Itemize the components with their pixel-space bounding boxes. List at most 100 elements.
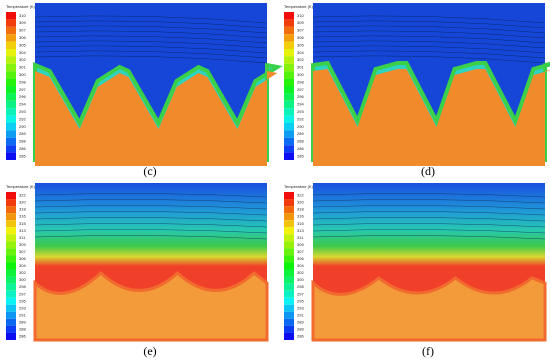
colorbar-swatch <box>6 199 16 207</box>
colorbar-swatch <box>284 332 294 340</box>
colorbar-swatch <box>6 283 16 291</box>
colorbar-label: 295 <box>19 298 26 303</box>
colorbar-label: 290 <box>19 124 26 129</box>
colorbar-swatch <box>6 145 16 153</box>
colorbar-label: 289 <box>297 319 304 324</box>
panel-caption: (c) <box>143 164 156 178</box>
streamline <box>34 217 268 222</box>
colorbar-label: 285 <box>297 153 304 158</box>
colorbar-label: 313 <box>297 228 304 233</box>
colorbar-label: 288 <box>297 326 304 331</box>
colorbar-swatch <box>284 78 294 86</box>
streamline <box>34 211 268 216</box>
colorbar-swatch <box>6 26 16 35</box>
colorbar-swatch <box>284 86 294 94</box>
streamline <box>34 199 268 204</box>
colorbar-label: 300 <box>297 72 304 77</box>
colorbar-label: 286 <box>297 334 304 339</box>
colorbar-label: 296 <box>19 94 26 99</box>
colorbar-title: Temperature (K) <box>6 184 36 189</box>
colorbar-swatch <box>284 234 294 242</box>
colorbar-label: 293 <box>297 109 304 114</box>
colorbar-swatch <box>6 220 16 228</box>
colorbar-label: 320 <box>19 200 26 205</box>
colorbar-label: 293 <box>19 305 26 310</box>
colorbar-label: 310 <box>19 13 26 18</box>
colorbar-label: 296 <box>297 94 304 99</box>
colorbar-label: 292 <box>19 116 26 121</box>
streamline <box>312 30 546 39</box>
colorbar-label: 291 <box>297 312 304 317</box>
colorbar-label: 320 <box>297 200 304 205</box>
colorbar-label: 291 <box>19 312 26 317</box>
colorbar-label: 305 <box>297 42 304 47</box>
streamline <box>34 40 268 49</box>
colorbar-label: 297 <box>297 291 304 296</box>
colorbar-swatch <box>284 108 294 116</box>
colorbar-label: 310 <box>297 13 304 18</box>
colorbar-label: 309 <box>19 20 26 25</box>
colorbar-label: 286 <box>19 334 26 339</box>
colorbar-label: 288 <box>19 139 26 144</box>
colorbar-label: 311 <box>297 235 304 240</box>
streamline <box>34 50 268 59</box>
streamline <box>312 217 546 222</box>
colorbar-swatch <box>284 199 294 207</box>
colorbar-swatch <box>284 41 294 49</box>
colorbar-label: 297 <box>19 291 26 296</box>
colorbar-swatch <box>284 93 294 101</box>
colorbar-label: 289 <box>297 131 304 136</box>
colorbar-label: 307 <box>297 249 304 254</box>
colorbar-swatch <box>284 115 294 123</box>
colorbar-label: 315 <box>297 221 304 226</box>
colorbar-swatch <box>284 12 294 20</box>
colorbar-swatch <box>284 137 294 146</box>
colorbar-label: 298 <box>297 79 304 84</box>
colorbar-swatch <box>6 108 16 116</box>
colorbar-label: 313 <box>19 228 26 233</box>
colorbar-label: 307 <box>297 28 304 33</box>
colorbar-label: 293 <box>19 109 26 114</box>
colorbar-label: 297 <box>19 87 26 92</box>
colorbar-swatch <box>284 262 294 270</box>
colorbar-label: 301 <box>19 65 26 70</box>
colorbar-label: 318 <box>19 207 26 212</box>
streamline <box>312 199 546 204</box>
colorbar-label: 307 <box>19 28 26 33</box>
colorbar-label: 288 <box>297 139 304 144</box>
streamline <box>34 25 268 34</box>
colorbar-label: 298 <box>297 284 304 289</box>
panel: Temperature (K) 322 320 318 316 315 313 311 309 3… <box>6 183 269 342</box>
colorbar-swatch <box>6 19 16 27</box>
colorbar-label: 305 <box>19 42 26 47</box>
colorbar-swatch <box>6 56 16 64</box>
colorbar-swatch <box>284 220 294 228</box>
streamline <box>34 20 268 29</box>
warm-region <box>311 276 547 342</box>
colorbar-swatch <box>6 213 16 221</box>
colorbar-swatch <box>284 145 294 153</box>
colorbar-swatch <box>6 100 16 109</box>
colorbar-swatch <box>284 227 294 235</box>
colorbar-swatch <box>284 100 294 109</box>
colorbar-label: 322 <box>297 193 304 198</box>
streamline <box>312 40 546 49</box>
colorbar-swatch <box>284 49 294 57</box>
colorbar-label: 298 <box>19 284 26 289</box>
colorbar-swatch <box>6 325 16 333</box>
streamline <box>34 235 268 240</box>
colorbar-swatch <box>284 276 294 284</box>
colorbar-swatch <box>6 332 16 340</box>
colorbar-label: 293 <box>297 305 304 310</box>
streamline <box>34 30 268 39</box>
colorbar-swatch <box>284 152 294 160</box>
streamline <box>312 25 546 34</box>
colorbar-swatch <box>284 26 294 35</box>
colorbar-label: 315 <box>19 221 26 226</box>
streamline <box>34 45 268 54</box>
colorbar-label: 316 <box>19 214 26 219</box>
colorbar-swatch <box>284 192 294 200</box>
colorbar-swatch <box>6 248 16 256</box>
colorbar-title: Temperature (K) <box>6 4 36 9</box>
